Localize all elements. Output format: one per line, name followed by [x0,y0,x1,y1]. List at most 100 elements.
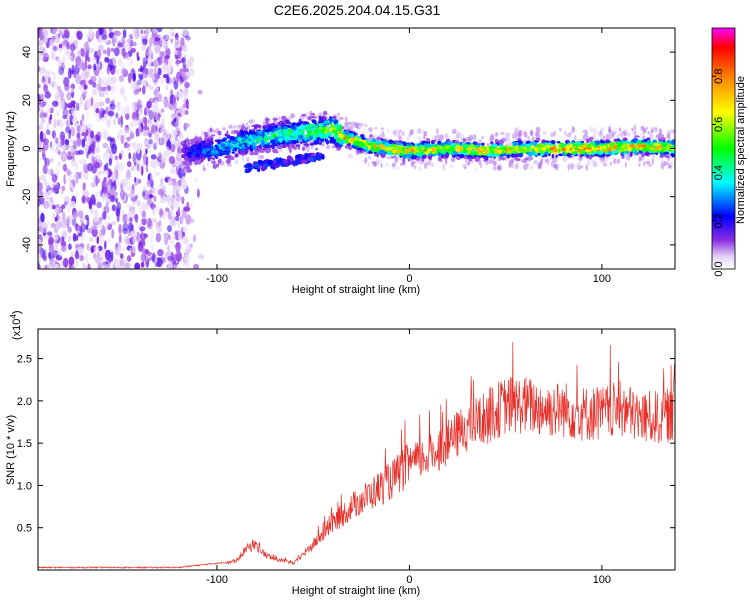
ridge-blob [650,142,655,147]
ridge-blob [518,145,524,148]
noise-blob [70,126,76,137]
ridge-blob [514,141,517,147]
noise-blob [98,28,104,36]
noise-blob [52,204,56,210]
ridge-blob [413,155,417,160]
ridge-blob [233,129,239,134]
noise-blob [198,253,205,260]
ridge-blob [367,145,371,150]
ridge-blob [551,140,556,145]
halo-blob [367,161,371,167]
noise-blob [146,100,152,109]
noise-blob [154,100,159,109]
ridge-blob [605,154,610,157]
ridge-blob [257,130,262,134]
noise-blob [63,29,70,38]
noise-blob [109,137,115,143]
noise-blob [120,253,124,260]
noise-blob [108,28,113,33]
noise-blob [114,155,118,161]
ridge-blob [643,147,647,152]
noise-blob [150,233,154,243]
halo-blob [631,127,634,132]
halo-blob [424,162,428,169]
noise-blob [124,262,131,269]
ridge-blob [334,121,338,125]
noise-blob [72,111,77,118]
ridge-blob [485,149,489,154]
noise-blob [112,34,118,45]
noise-blob [83,71,90,78]
ridge-blob [361,135,365,140]
noise-blob [148,179,153,185]
noise-blob [38,52,41,62]
noise-blob [48,76,51,85]
noise-blob [135,221,140,229]
noise-blob [98,101,105,107]
noise-blob [68,113,74,121]
halo-blob [579,159,582,166]
noise-blob [85,53,89,61]
noise-blob [108,178,113,186]
halo-blob [643,160,646,167]
ridge-blob [670,153,675,156]
halo-blob [398,136,402,140]
noise-blob [102,49,108,55]
ridge-blob [618,142,622,148]
noise-blob [165,76,170,84]
halo-blob [596,132,601,136]
noise-blob [119,209,125,216]
halo-blob [464,166,467,170]
noise-blob [44,91,51,99]
noise-blob [114,250,119,256]
ridge-blob [280,122,286,128]
noise-blob [103,164,107,172]
noise-blob [66,41,70,50]
noise-blob [98,229,102,239]
noise-blob [111,228,115,239]
noise-blob [53,235,58,241]
noise-blob [145,28,149,38]
noise-blob [60,122,64,127]
noise-blob [66,201,72,213]
noise-blob [95,190,101,198]
ridge-blob [629,151,633,157]
noise-blob [82,262,86,269]
noise-blob [81,132,87,137]
noise-blob [170,168,177,175]
noise-blob [145,164,149,173]
noise-blob [87,64,92,70]
noise-blob [81,114,85,122]
ridge-blob [462,138,466,143]
noise-blob [170,89,174,99]
noise-blob [184,238,191,250]
noise-blob [92,89,98,96]
noise-blob [126,53,130,61]
ridge-blob [187,154,192,159]
halo-blob [647,163,653,167]
noise-blob [49,258,56,268]
noise-blob [136,102,140,109]
ridge-blob [522,143,526,147]
ridge-blob [273,143,277,147]
noise-blob [70,138,75,144]
halo-blob [450,156,456,163]
noise-blob [145,148,148,155]
halo-blob [670,161,674,166]
noise-blob [96,236,100,245]
noise-blob [70,159,78,167]
ridge-blob [226,150,230,153]
ridge-blob [530,141,534,145]
ridge-blob [217,139,222,145]
noise-blob [48,116,52,125]
noise-blob [140,106,143,115]
noise-blob [122,213,129,224]
noise-blob [61,185,66,192]
noise-blob [111,78,118,83]
ridge-blob [311,119,317,124]
noise-blob [185,214,192,225]
ridge-blob [184,166,190,169]
noise-blob [183,206,191,212]
ridge-blob [187,142,191,146]
